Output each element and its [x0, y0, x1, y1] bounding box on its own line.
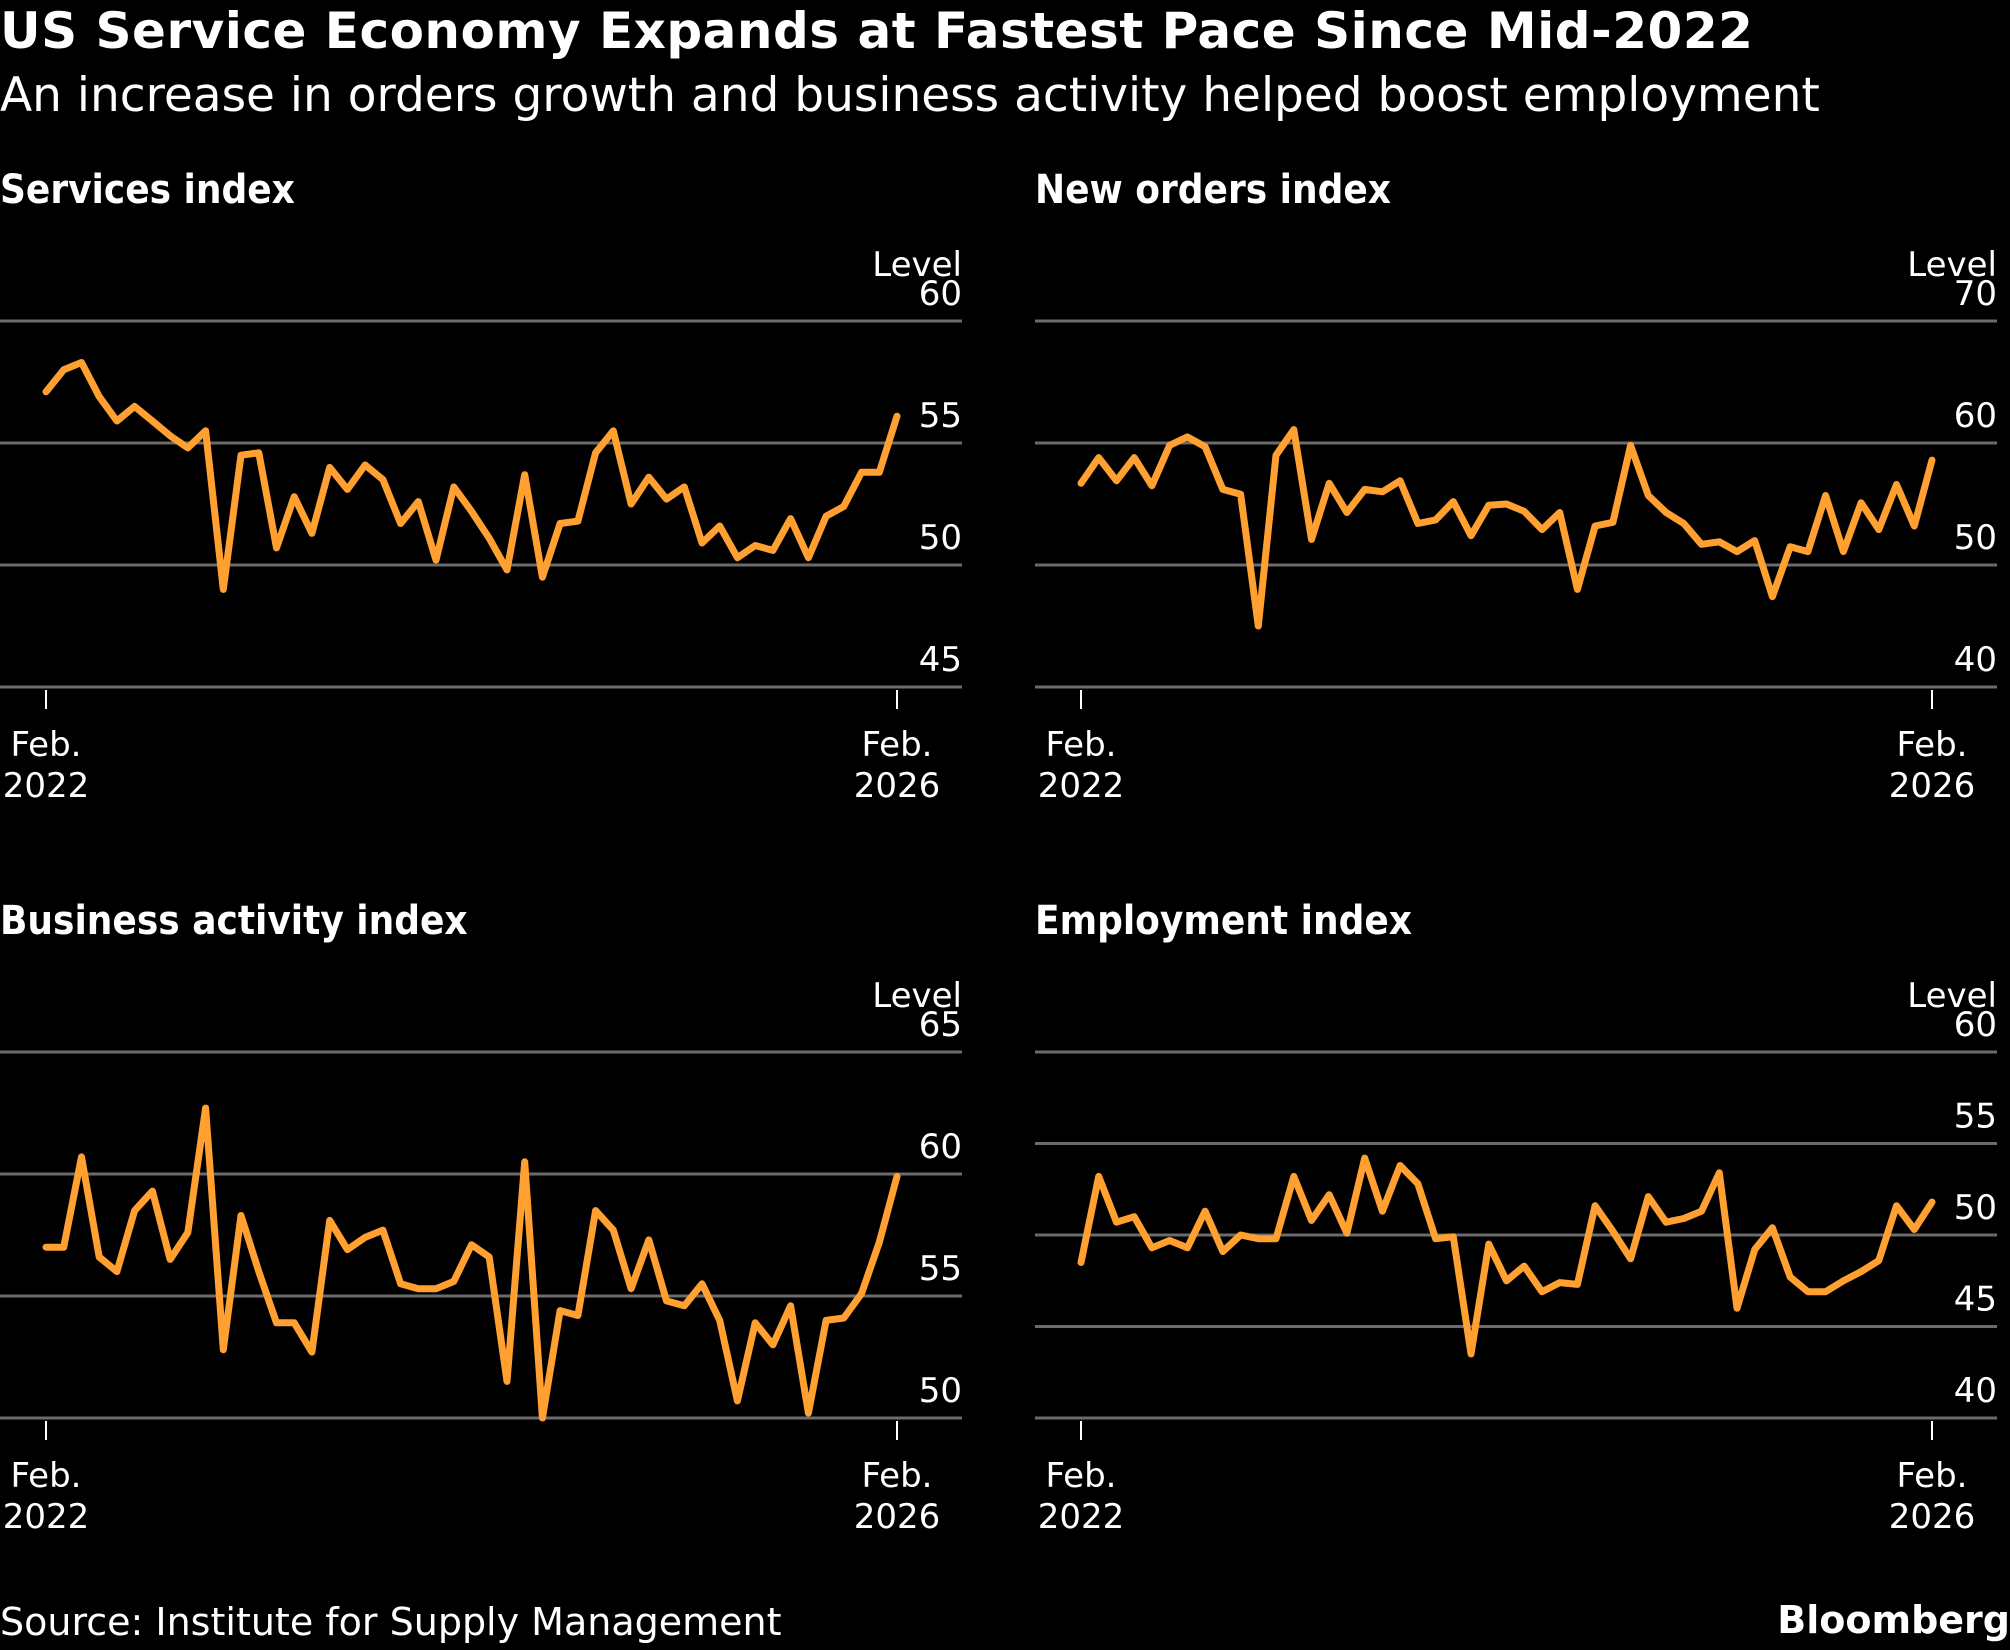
x-tick-label-month: Feb. [10, 1456, 81, 1496]
y-tick-label: 45 [919, 640, 962, 680]
x-tick-label-month: Feb. [1045, 1456, 1116, 1496]
y-tick-label: 50 [919, 1371, 962, 1411]
panel-title: New orders index [1035, 167, 1391, 213]
x-tick-label-year: 2026 [1889, 1497, 1976, 1537]
x-tick-label-month: Feb. [861, 725, 932, 765]
y-tick-label: 40 [1954, 1371, 1997, 1411]
y-tick-label: 60 [919, 274, 962, 314]
series-line [1077, 426, 1936, 630]
y-tick-label: 55 [1954, 1097, 1997, 1137]
y-tick-label: 70 [1954, 274, 1997, 314]
x-tick-label-year: 2026 [1889, 766, 1976, 806]
series-line [1077, 1154, 1936, 1358]
panel-title: Business activity index [0, 898, 468, 944]
x-tick-label-year: 2026 [854, 766, 941, 806]
source-note: Source: Institute for Supply Management [0, 1600, 782, 1644]
panel-title: Employment index [1035, 898, 1412, 944]
y-axis-unit-label: Level [1907, 976, 1997, 1016]
x-tick-label-month: Feb. [10, 725, 81, 765]
x-tick-label-year: 2026 [854, 1497, 941, 1537]
services-index-panel: Services indexLevel45505560Feb.2022Feb.2… [0, 167, 962, 806]
x-tick-label-month: Feb. [1896, 1456, 1967, 1496]
business-activity-index-panel: Business activity index Level 50 55 60 65 Feb.… [0, 898, 962, 1537]
x-tick-label-year: 2022 [3, 1497, 90, 1537]
x-tick-label-month: Feb. [1896, 725, 1967, 765]
y-tick-label: 60 [1954, 1005, 1997, 1045]
employment-index-panel: Employment indexLevel4045505560Feb.2022F… [1035, 898, 1997, 1537]
y-axis-unit-label: Level [872, 245, 962, 285]
y-tick-label: 40 [1954, 640, 1997, 680]
y-tick-label: 55 [919, 1249, 962, 1289]
series-line [42, 359, 901, 593]
y-tick-label: 50 [1954, 518, 1997, 558]
chart-title: US Service Economy Expands at Fastest Pa… [0, 2, 1754, 60]
chart-subtitle: An increase in orders growth and busines… [0, 68, 1820, 123]
y-tick-label: 55 [919, 396, 962, 436]
y-axis-unit-label: Level [1907, 245, 1997, 285]
y-tick-label: 45 [1954, 1280, 1997, 1320]
y-axis-unit-label: Level [872, 976, 962, 1016]
y-tick-label: 50 [1954, 1188, 1997, 1228]
x-tick-label-year: 2022 [3, 766, 90, 806]
bloomberg-logo: Bloomberg [1777, 1598, 2010, 1642]
y-tick-label: 60 [919, 1127, 962, 1167]
panel-title: Services index [0, 167, 295, 213]
new-orders-index-panel: New orders indexLevel40506070Feb.2022Feb… [1035, 167, 1997, 806]
x-tick-label-month: Feb. [1045, 725, 1116, 765]
series-line [42, 1104, 901, 1422]
y-tick-label: 50 [919, 518, 962, 558]
x-tick-label-year: 2022 [1038, 766, 1125, 806]
x-tick-label-month: Feb. [861, 1456, 932, 1496]
x-tick-label-year: 2022 [1038, 1497, 1125, 1537]
y-tick-label: 65 [919, 1005, 962, 1045]
y-tick-label: 60 [1954, 396, 1997, 436]
